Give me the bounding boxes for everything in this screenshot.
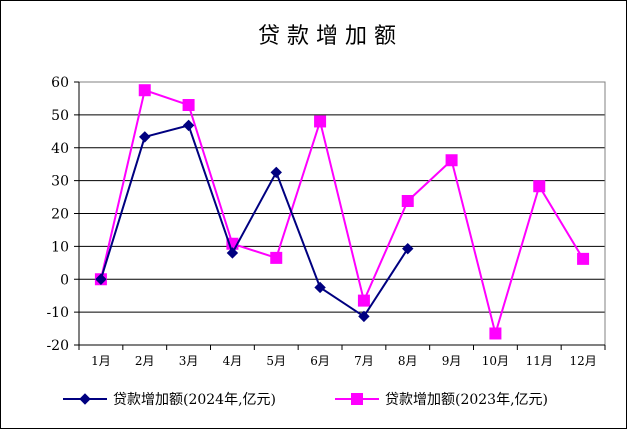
x-tick-label: 4月 [223,354,243,368]
legend-label: 贷款增加额(2023年,亿元) [385,392,548,408]
data-point [182,99,195,112]
legend: 贷款增加额(2024年,亿元) 贷款增加额(2023年,亿元) [63,392,548,408]
data-point [270,166,282,179]
x-tick-label: 11月 [526,354,553,368]
x-tick-label: 7月 [354,354,374,368]
x-tick-label: 3月 [179,354,199,368]
series-2023 [94,84,590,340]
data-point [226,247,239,259]
y-tick-label: 0 [60,272,69,288]
series-layer [94,84,590,340]
x-tick-label: 12月 [569,354,596,368]
data-point [95,273,107,285]
series-line [99,124,409,318]
data-point [79,393,91,405]
data-point [402,242,414,255]
data-point [533,180,546,193]
data-point [401,195,414,208]
chart-title: 贷 款 增 加 额 [258,24,396,49]
data-point [577,252,590,265]
x-tick-label: 1月 [91,354,111,368]
y-tick-label: 10 [51,239,69,255]
y-tick-label: 30 [51,174,69,190]
data-point [314,115,327,128]
data-point [351,393,363,405]
data-point [357,294,370,307]
x-tick-label: 10月 [482,354,509,368]
y-tick-label: 50 [51,108,69,124]
legend-item-2024: 贷款增加额(2024年,亿元) [63,392,276,408]
x-tick-label: 5月 [266,354,286,368]
data-point [314,281,326,294]
x-tick-label: 6月 [310,354,330,368]
series-2024 [95,119,414,323]
data-point [139,131,151,143]
y-tick-label: 20 [51,207,69,223]
data-point [270,251,283,264]
data-point [358,310,370,323]
y-tick-label: -20 [46,338,69,354]
y-tick-label: 40 [51,141,69,157]
data-point [445,154,458,167]
axis-layer: 60 50 40 30 20 10 0 -10 -20 1月 2月 3月 4月 5月 6月 7月 8月 9月 10月… [46,75,606,368]
y-tick-label: -10 [46,305,69,321]
legend-label: 贷款增加额(2024年,亿元) [113,392,276,408]
data-point [138,84,151,97]
data-point [489,327,502,340]
x-tick-label: 8月 [398,354,418,368]
x-tick-label: 9月 [442,354,462,368]
y-tick-label: 60 [51,75,69,91]
series-line [99,88,584,338]
x-tick-label: 2月 [135,354,155,368]
legend-item-2023: 贷款增加额(2023年,亿元) [335,392,548,408]
data-point [182,119,195,132]
